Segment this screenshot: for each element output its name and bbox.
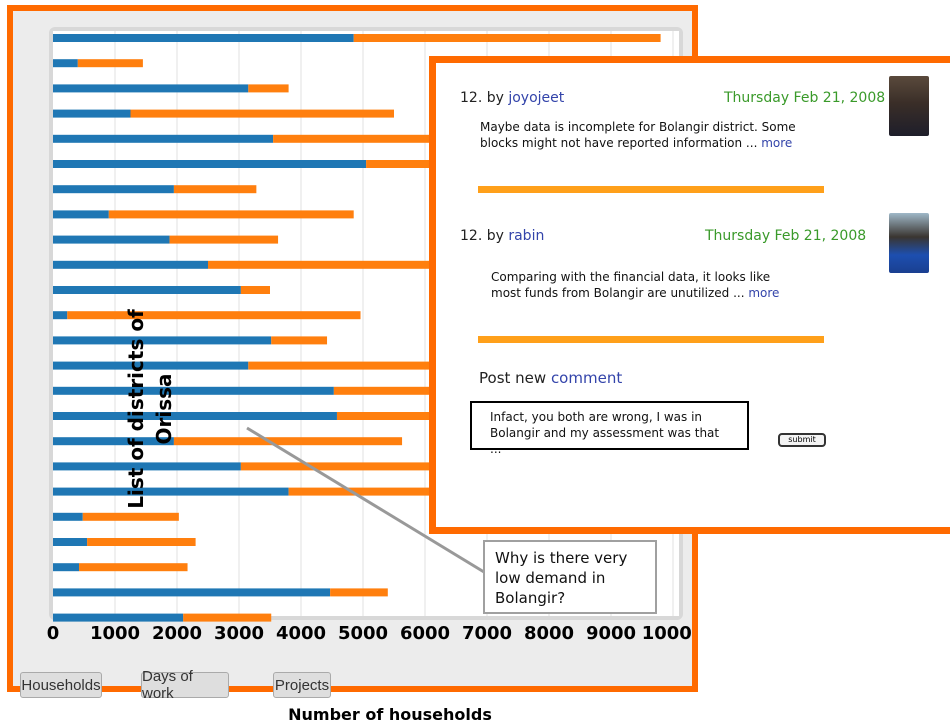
submit-button[interactable]: submit — [778, 433, 826, 447]
bar-segment-1 — [53, 487, 289, 496]
days-of-work-toggle[interactable]: Days of work — [141, 668, 229, 702]
bar-segment-2 — [173, 185, 257, 194]
bar-segment-2 — [183, 613, 272, 622]
bar-segment-1 — [53, 286, 241, 294]
bar-segment-2 — [271, 336, 328, 345]
bar-segment-1 — [53, 538, 88, 546]
bar-segment-2 — [173, 437, 403, 446]
post-new-comment: Post new comment — [479, 369, 623, 387]
separator-2 — [478, 336, 824, 343]
x-tick-label: 5000 — [338, 623, 388, 644]
bar-segment-1 — [53, 210, 109, 219]
bar-segment-1 — [53, 563, 80, 572]
comment-1-date: Thursday Feb 21, 2008 — [724, 90, 886, 106]
bar-segment-1 — [53, 361, 249, 370]
bar-segment-1 — [53, 84, 249, 93]
comments-panel: 12. by joyojeet Thursday Feb 21, 2008 Ma… — [429, 56, 950, 534]
comment-2-author-link[interactable]: rabin — [508, 228, 545, 244]
bar-segment-1 — [53, 109, 131, 118]
x-axis-label: Number of households — [288, 705, 492, 724]
y-axis-label: List of districts of Orissa — [124, 309, 176, 509]
bar-segment-1 — [53, 412, 337, 420]
comment-1-text: Maybe data is incomplete for Bolangir di… — [480, 120, 796, 150]
bar-segment-2 — [240, 286, 270, 294]
x-tick-label: 1000 — [90, 623, 140, 644]
bar-segment-2 — [79, 563, 188, 572]
bar-segment-1 — [53, 160, 367, 168]
comment-2-text: Comparing with the financial data, it lo… — [491, 270, 780, 300]
bar-segment-2 — [77, 59, 143, 68]
y-axis-label-line-1: List of districts of — [124, 309, 148, 509]
annotation-callout: Why is there very low demand in Bolangir… — [483, 540, 657, 614]
comment-2-header: 12. by rabin — [460, 228, 545, 244]
bar-segment-1 — [53, 34, 354, 42]
comment-1-more-link[interactable]: more — [761, 136, 793, 150]
bar-segment-1 — [53, 437, 174, 446]
comment-1-header: 12. by joyojeet — [460, 90, 565, 106]
bar-segment-1 — [53, 311, 68, 320]
comment-2-date: Thursday Feb 21, 2008 — [705, 228, 867, 244]
avatar-rabin — [889, 213, 929, 273]
bar-segment-2 — [82, 512, 179, 521]
x-tick-label: 2000 — [152, 623, 202, 644]
bar-segment-1 — [53, 185, 174, 194]
x-tick-label: 10000 — [642, 623, 692, 644]
households-toggle[interactable]: Households — [20, 672, 102, 698]
bar-segment-2 — [108, 210, 354, 219]
x-tick-label: 4000 — [276, 623, 326, 644]
x-tick-label: 6000 — [400, 623, 450, 644]
bar-segment-2 — [130, 109, 394, 118]
avatar-joyojeet — [889, 76, 929, 136]
x-tick-label: 0 — [47, 623, 60, 644]
bar-segment-1 — [53, 386, 334, 395]
bar-segment-2 — [273, 134, 487, 143]
bar-segment-2 — [248, 361, 450, 370]
bar-segment-2 — [87, 538, 196, 546]
bar-segment-2 — [169, 235, 279, 244]
bar-segment-2 — [353, 34, 661, 42]
comment-input[interactable]: Infact, you both are wrong, I was in Bol… — [470, 401, 749, 456]
bar-segment-2 — [208, 260, 528, 269]
comment-1-author-link[interactable]: joyojeet — [508, 90, 565, 106]
bar-segment-1 — [53, 613, 184, 622]
bar-segment-1 — [53, 134, 274, 143]
bar-segment-1 — [53, 336, 272, 345]
bar-segment-1 — [53, 235, 170, 244]
x-tick-label: 7000 — [462, 623, 512, 644]
bar-segment-1 — [53, 512, 83, 521]
bar-segment-2 — [248, 84, 289, 93]
x-tick-label: 3000 — [214, 623, 264, 644]
bar-segment-1 — [53, 59, 78, 68]
projects-toggle[interactable]: Projects — [273, 672, 331, 698]
post-comment-link[interactable]: comment — [550, 369, 623, 387]
bar-segment-1 — [53, 260, 208, 269]
bar-segment-2 — [67, 311, 361, 320]
separator-1 — [478, 186, 824, 193]
x-tick-label: 9000 — [586, 623, 636, 644]
bar-segment-2 — [330, 588, 388, 597]
bar-segment-2 — [240, 462, 443, 471]
y-axis-label-line-2: Orissa — [152, 373, 176, 444]
x-tick-label: 8000 — [524, 623, 574, 644]
comment-2-more-link[interactable]: more — [748, 286, 780, 300]
bar-segment-1 — [53, 588, 331, 597]
bar-segment-1 — [53, 462, 241, 471]
